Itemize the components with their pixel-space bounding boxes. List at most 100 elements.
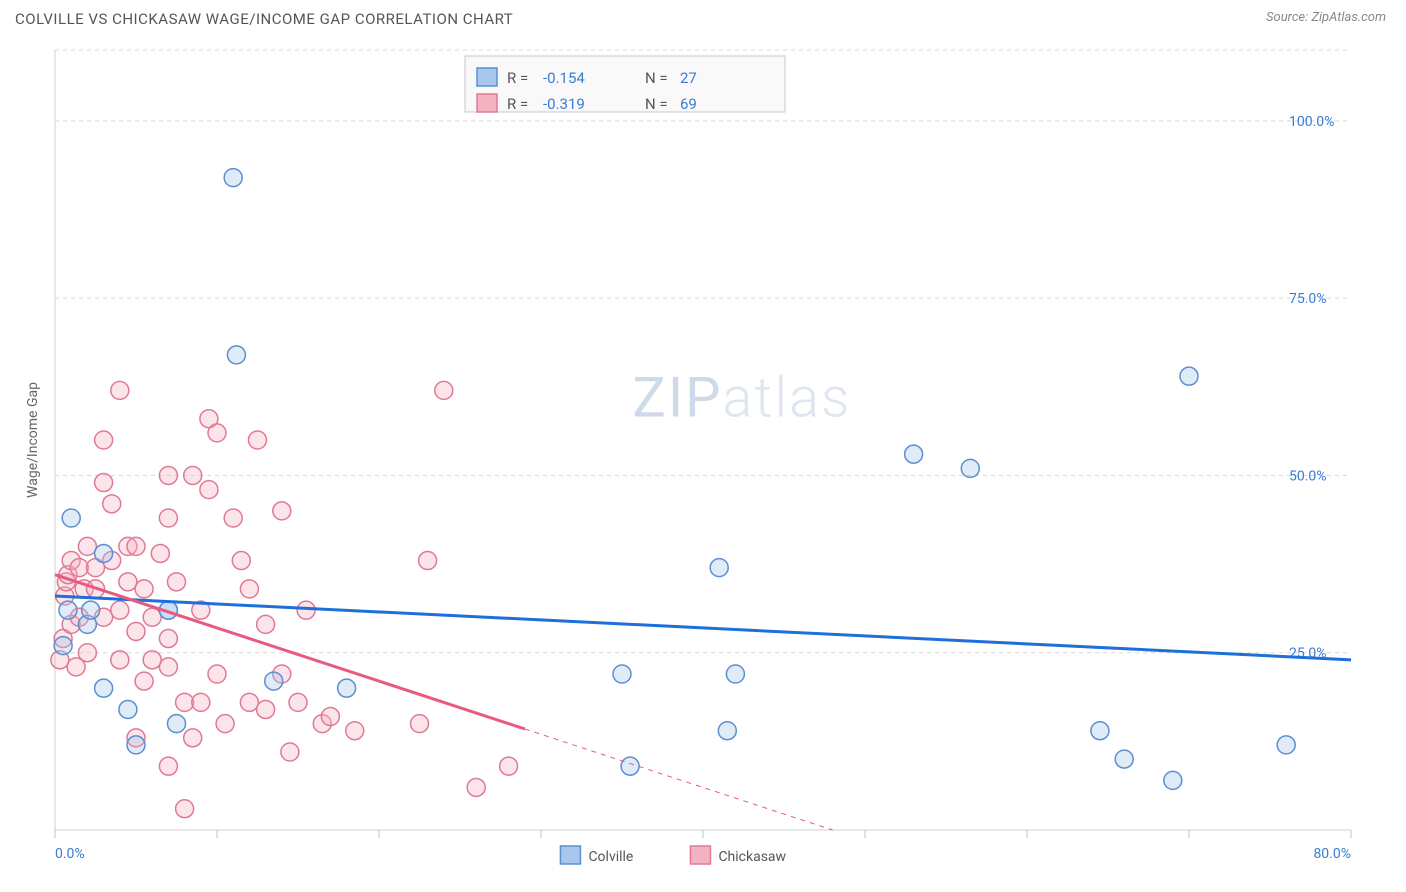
point-colville [227,346,245,364]
point-colville [1115,750,1133,768]
point-chickasaw [249,431,267,449]
point-chickasaw [467,778,485,796]
point-chickasaw [176,693,194,711]
point-chickasaw [273,502,291,520]
legend-r-value: -0.154 [543,69,585,87]
point-colville [59,601,77,619]
point-chickasaw [135,580,153,598]
trendline-colville [55,596,1351,660]
chart-source: Source: ZipAtlas.com [1266,10,1386,25]
point-chickasaw [297,601,315,619]
point-chickasaw [159,466,177,484]
chart-area: 25.0%50.0%75.0%100.0%0.0%80.0%Wage/Incom… [15,38,1391,877]
point-chickasaw [151,544,169,562]
point-chickasaw [184,466,202,484]
point-chickasaw [135,672,153,690]
legend-n-value: 69 [680,95,697,113]
point-chickasaw [208,424,226,442]
point-colville [613,665,631,683]
y-axis-label: Wage/Income Gap [25,382,41,498]
point-colville [1180,367,1198,385]
legend-n-value: 27 [680,69,697,87]
legend-r-label: R = [507,69,528,87]
x-tick-label: 0.0% [55,846,85,862]
x-tick-label: 80.0% [1313,846,1351,862]
point-chickasaw [176,800,194,818]
point-colville [95,679,113,697]
watermark: ZIPatlas [632,365,851,431]
point-chickasaw [224,509,242,527]
point-chickasaw [216,715,234,733]
point-chickasaw [257,615,275,633]
point-chickasaw [111,601,129,619]
point-colville [905,445,923,463]
point-chickasaw [240,693,258,711]
legend-bottom-swatch-colville [560,846,580,864]
point-colville [621,757,639,775]
legend-bottom-label: Chickasaw [718,849,786,865]
point-chickasaw [184,729,202,747]
point-chickasaw [411,715,429,733]
point-chickasaw [159,757,177,775]
point-chickasaw [435,381,453,399]
point-colville [1277,736,1295,754]
legend-r-label: R = [507,95,528,113]
legend-bottom-swatch-chickasaw [690,846,710,864]
chart-title: COLVILLE VS CHICKASAW WAGE/INCOME GAP CO… [15,10,513,28]
point-chickasaw [119,573,137,591]
point-colville [168,715,186,733]
trendline-dash-chickasaw [525,729,833,830]
point-chickasaw [289,693,307,711]
y-tick-label: 100.0% [1289,114,1334,130]
point-colville [710,559,728,577]
y-tick-label: 50.0% [1289,468,1327,484]
point-chickasaw [168,573,186,591]
point-colville [338,679,356,697]
point-colville [62,509,80,527]
point-chickasaw [240,580,258,598]
point-chickasaw [78,537,96,555]
point-chickasaw [257,700,275,718]
legend-bottom-label: Colville [588,849,633,865]
source-prefix: Source: [1266,10,1311,25]
point-colville [127,736,145,754]
point-colville [265,672,283,690]
point-chickasaw [419,552,437,570]
point-chickasaw [95,431,113,449]
scatter-chart: 25.0%50.0%75.0%100.0%0.0%80.0%Wage/Incom… [15,38,1391,877]
point-chickasaw [127,537,145,555]
legend-n-label: N = [645,69,668,87]
point-chickasaw [200,481,218,499]
point-colville [224,169,242,187]
point-chickasaw [159,509,177,527]
point-colville [119,700,137,718]
point-colville [1164,771,1182,789]
y-tick-label: 75.0% [1289,291,1327,307]
point-colville [1091,722,1109,740]
point-chickasaw [346,722,364,740]
source-link[interactable]: ZipAtlas.com [1311,10,1386,25]
point-colville [95,544,113,562]
point-chickasaw [143,608,161,626]
point-chickasaw [78,644,96,662]
point-chickasaw [127,622,145,640]
point-chickasaw [192,693,210,711]
point-chickasaw [143,651,161,669]
legend-r-value: -0.319 [543,95,585,113]
point-chickasaw [103,495,121,513]
legend-swatch-colville [477,68,497,86]
point-chickasaw [70,559,88,577]
point-chickasaw [95,474,113,492]
point-colville [718,722,736,740]
point-chickasaw [232,552,250,570]
point-chickasaw [208,665,226,683]
point-colville [726,665,744,683]
point-chickasaw [159,630,177,648]
point-chickasaw [321,708,339,726]
chart-header: COLVILLE VS CHICKASAW WAGE/INCOME GAP CO… [0,0,1406,33]
point-chickasaw [500,757,518,775]
legend-n-label: N = [645,95,668,113]
point-chickasaw [111,381,129,399]
point-chickasaw [111,651,129,669]
point-chickasaw [159,658,177,676]
